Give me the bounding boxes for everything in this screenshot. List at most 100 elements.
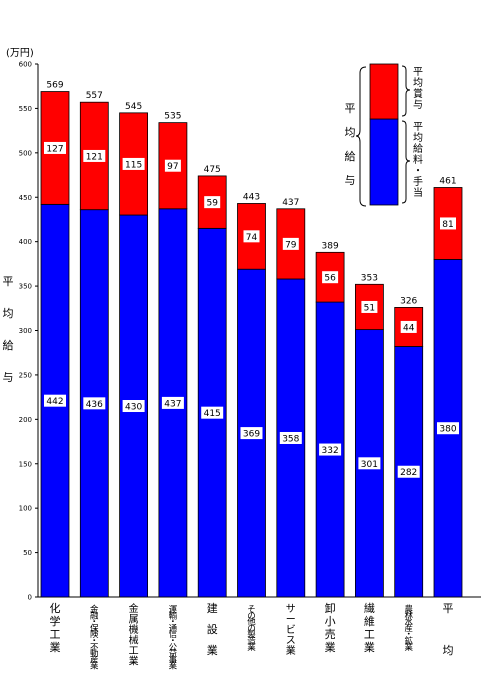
salary-label-bg <box>240 427 263 440</box>
legend-label-bonus-char: 賞 <box>413 87 423 100</box>
total-value-label: 475 <box>204 165 221 175</box>
x-category-label-char: 化 <box>50 601 61 615</box>
x-category-label-char: 製 <box>247 629 256 640</box>
y-axis-label-char: 与 <box>3 371 14 384</box>
salary-value-label: 332 <box>322 446 339 456</box>
bonus-value-label: 51 <box>364 303 375 313</box>
x-category-label-char: 通 <box>169 623 178 634</box>
salary-value-label: 436 <box>86 400 103 410</box>
salary-label-bg <box>319 443 342 456</box>
x-category-label-char: ・ <box>90 618 99 628</box>
x-category-label-char: 均 <box>443 644 454 657</box>
x-category-label-char: ・ <box>169 637 178 647</box>
x-category-label-char: 維 <box>364 615 375 628</box>
y-axis-label-char: 給 <box>3 338 14 352</box>
legend-label-salary-char: 料 <box>413 153 423 166</box>
y-tick-label: 400 <box>19 238 32 246</box>
legend-label-bonus-char: 平 <box>413 67 423 78</box>
salary-label-bg <box>279 431 302 444</box>
salary-label-bg <box>201 406 224 419</box>
bonus-label-bg <box>243 230 260 243</box>
y-tick-label: 250 <box>19 371 32 379</box>
bonus-value-label: 79 <box>285 240 297 250</box>
legend-title-char: 均 <box>345 126 356 139</box>
x-category-label-char: 業 <box>325 641 336 654</box>
bonus-value-label: 56 <box>324 274 336 284</box>
x-category-label-char: 工 <box>50 628 61 641</box>
x-category-label-char: そ <box>247 605 256 615</box>
x-category-label-char: ・ <box>169 618 178 628</box>
x-category-label-char: 平 <box>443 602 454 615</box>
salary-value-label: 442 <box>46 397 63 407</box>
total-value-label: 326 <box>400 296 417 306</box>
total-value-label: 443 <box>243 192 260 202</box>
salary-value-label: 369 <box>243 430 260 440</box>
x-category-label-char: ・ <box>90 637 99 647</box>
x-category-label-char: ・ <box>404 630 413 640</box>
x-category-label-char: 林 <box>404 610 413 621</box>
legend-label-salary-char: 当 <box>413 186 423 199</box>
salary-label-bg <box>122 400 145 413</box>
x-category-label-char: 械 <box>129 634 139 647</box>
x-category-label-char: 他 <box>247 617 256 628</box>
salary-label-bg <box>44 394 66 407</box>
bonus-label-bg <box>83 149 106 162</box>
y-tick-label: 150 <box>19 460 32 468</box>
bonus-value-label: 59 <box>206 199 218 209</box>
salary-value-label: 430 <box>125 403 142 413</box>
x-category-label-char: 繊 <box>364 602 375 615</box>
x-category-label-char: 信 <box>169 629 178 640</box>
legend-label-bonus-char: 与 <box>413 99 423 111</box>
bonus-value-label: 44 <box>403 323 415 333</box>
x-category-label-char: 業 <box>286 644 296 657</box>
x-category-label-char: 事 <box>169 654 178 665</box>
x-category-label-char: 売 <box>325 628 336 641</box>
bonus-value-label: 127 <box>46 144 63 154</box>
y-tick-label: 0 <box>28 594 32 602</box>
y-axis-ticks: 0 50 100 150 200 250 300 350 400 450 500 550 600 <box>19 61 38 602</box>
x-category-label-char: 造 <box>247 636 256 647</box>
x-category-label-char: 農 <box>404 604 413 615</box>
x-category-label-char: の <box>247 624 256 634</box>
y-tick-label: 500 <box>19 149 32 157</box>
salary-label-bg <box>83 397 106 410</box>
legend-brace-left <box>355 66 367 207</box>
y-tick-label: 350 <box>19 283 32 291</box>
y-tick-label: 200 <box>19 416 32 424</box>
bonus-label-bg <box>164 159 181 172</box>
bonus-label-bg <box>361 300 378 313</box>
bonus-label-bg <box>440 217 456 230</box>
x-category-label-char: 保 <box>90 623 99 634</box>
x-category-label-char: ス <box>286 636 296 647</box>
x-category-label-char: 産 <box>90 654 99 665</box>
x-category-label: 平均 <box>443 602 454 657</box>
x-category-label-char: 水 <box>404 617 413 628</box>
total-value-label: 461 <box>439 176 456 186</box>
x-category-label-char: 工 <box>129 646 139 657</box>
legend-brace-bonus <box>401 65 411 117</box>
x-category-label-char: 業 <box>169 661 178 672</box>
x-category-label-char: 業 <box>50 641 61 654</box>
legend-label-salary-char: 手 <box>413 175 423 188</box>
bar-segment-bonus <box>394 307 424 347</box>
x-category-label-char: 業 <box>90 661 99 672</box>
bonus-value-label: 97 <box>167 162 178 172</box>
x-category-label-char: 融 <box>90 610 99 621</box>
x-category-label-char: 工 <box>364 628 375 641</box>
legend-label-salary-char: 均 <box>413 132 423 144</box>
x-category-label-char: の <box>247 611 256 621</box>
salary-value-label: 415 <box>204 409 221 419</box>
legend-title-char: 平 <box>345 102 356 115</box>
total-value-label: 557 <box>86 91 103 101</box>
x-category-label-char: 設 <box>207 622 218 636</box>
bonus-label-bg <box>204 196 221 209</box>
bonus-value-label: 81 <box>442 220 453 230</box>
y-tick-label: 450 <box>19 194 32 202</box>
